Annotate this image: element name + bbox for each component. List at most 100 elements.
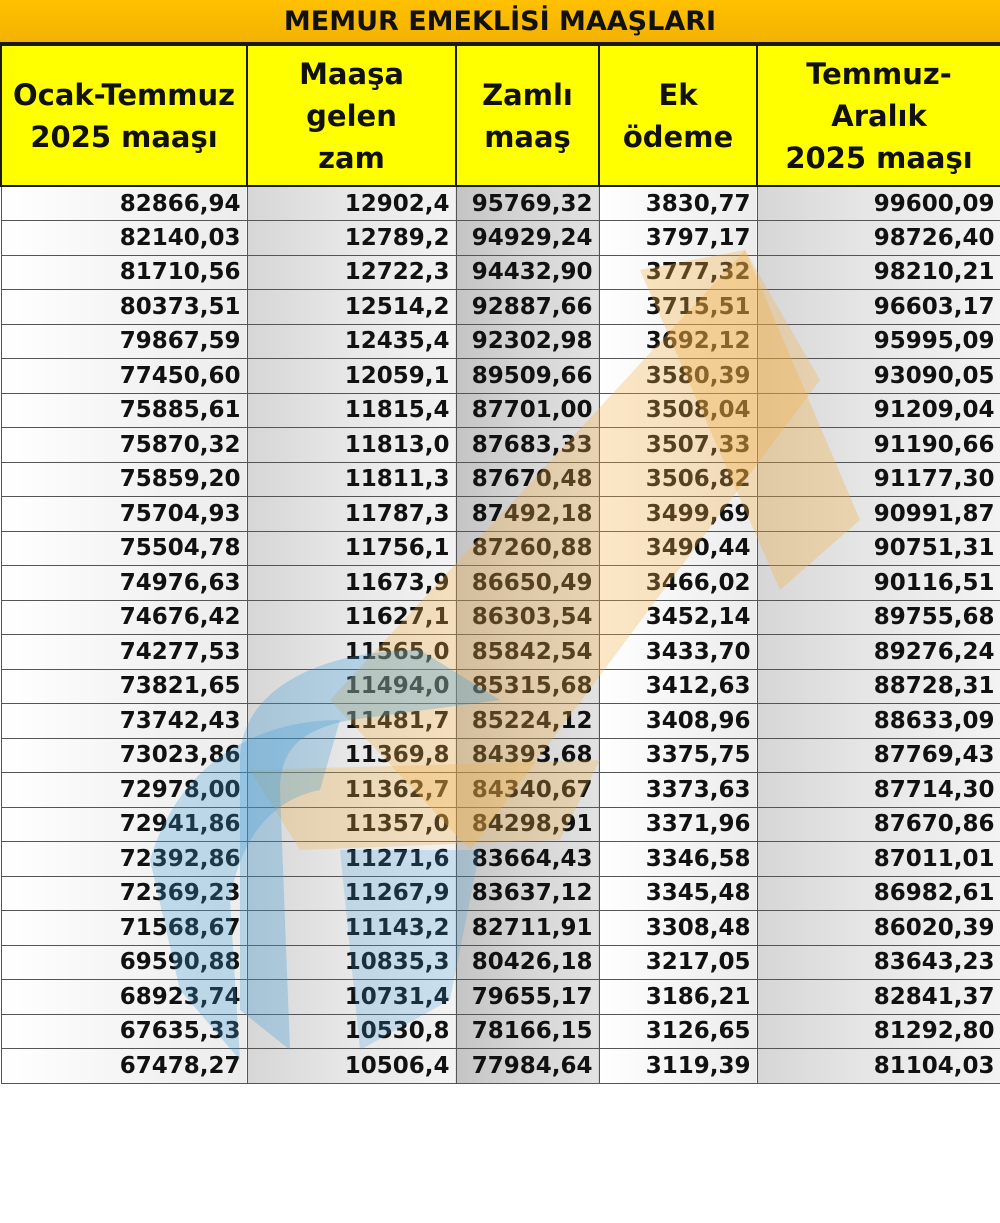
cell-zamli-maas: 85315,68: [455, 668, 600, 704]
cell-ocak-temmuz-maasi: 74277,53: [0, 634, 248, 670]
cell-temmuz-aralik-maasi: 90991,87: [756, 496, 1000, 532]
cell-ocak-temmuz-maasi: 71568,67: [0, 910, 248, 946]
cell-maasa-gelen-zam: 11494,0: [246, 668, 457, 704]
table-row: 75859,20 11811,3 87670,48 3506,82 91177,30: [0, 461, 1000, 497]
cell-ocak-temmuz-maasi: 75859,20: [0, 461, 248, 497]
cell-ocak-temmuz-maasi: 73023,86: [0, 737, 248, 773]
cell-ek-odeme: 3508,04: [598, 392, 758, 428]
table-row: 73742,43 11481,7 85224,12 3408,96 88633,09: [0, 703, 1000, 739]
header-ocak-temmuz: Ocak-Temmuz 2025 maaşı: [0, 44, 248, 187]
table-row: 72369,23 11267,9 83637,12 3345,48 86982,61: [0, 875, 1000, 911]
cell-zamli-maas: 85842,54: [455, 634, 600, 670]
cell-zamli-maas: 87492,18: [455, 496, 600, 532]
cell-zamli-maas: 83637,12: [455, 875, 600, 911]
cell-maasa-gelen-zam: 11271,6: [246, 841, 457, 877]
cell-ocak-temmuz-maasi: 75870,32: [0, 427, 248, 463]
cell-zamli-maas: 92887,66: [455, 289, 600, 325]
cell-zamli-maas: 87670,48: [455, 461, 600, 497]
cell-maasa-gelen-zam: 10530,8: [246, 1013, 457, 1049]
cell-zamli-maas: 94432,90: [455, 254, 600, 290]
cell-zamli-maas: 80426,18: [455, 944, 600, 980]
cell-ocak-temmuz-maasi: 72369,23: [0, 875, 248, 911]
cell-temmuz-aralik-maasi: 90751,31: [756, 530, 1000, 566]
table-row: 69590,88 10835,3 80426,18 3217,05 83643,23: [0, 944, 1000, 980]
cell-maasa-gelen-zam: 11813,0: [246, 427, 457, 463]
table-title: MEMUR EMEKLİSİ MAAŞLARI: [0, 0, 1000, 44]
table-row: 75885,61 11815,4 87701,00 3508,04 91209,04: [0, 392, 1000, 428]
cell-temmuz-aralik-maasi: 87714,30: [756, 772, 1000, 808]
cell-temmuz-aralik-maasi: 95995,09: [756, 323, 1000, 359]
header-temmuz-aralik: Temmuz-Aralık 2025 maaşı: [756, 44, 1000, 187]
header-row: Ocak-Temmuz 2025 maaşı Maaşa gelen zam Z…: [0, 44, 1000, 187]
cell-ek-odeme: 3580,39: [598, 358, 758, 394]
cell-zamli-maas: 87683,33: [455, 427, 600, 463]
cell-ocak-temmuz-maasi: 72392,86: [0, 841, 248, 877]
cell-ek-odeme: 3797,17: [598, 220, 758, 256]
table-row: 82866,94 12902,4 95769,32 3830,77 99600,09: [0, 185, 1000, 221]
cell-maasa-gelen-zam: 11143,2: [246, 910, 457, 946]
cell-ek-odeme: 3433,70: [598, 634, 758, 670]
table-row: 82140,03 12789,2 94929,24 3797,17 98726,40: [0, 220, 1000, 256]
cell-ek-odeme: 3412,63: [598, 668, 758, 704]
cell-maasa-gelen-zam: 11811,3: [246, 461, 457, 497]
table-row: 68923,74 10731,4 79655,17 3186,21 82841,37: [0, 979, 1000, 1015]
cell-maasa-gelen-zam: 12902,4: [246, 185, 457, 221]
table-row: 72392,86 11271,6 83664,43 3346,58 87011,01: [0, 841, 1000, 877]
cell-ek-odeme: 3345,48: [598, 875, 758, 911]
cell-ocak-temmuz-maasi: 69590,88: [0, 944, 248, 980]
cell-temmuz-aralik-maasi: 91177,30: [756, 461, 1000, 497]
cell-maasa-gelen-zam: 12059,1: [246, 358, 457, 394]
cell-temmuz-aralik-maasi: 91209,04: [756, 392, 1000, 428]
cell-ocak-temmuz-maasi: 82866,94: [0, 185, 248, 221]
cell-temmuz-aralik-maasi: 83643,23: [756, 944, 1000, 980]
cell-maasa-gelen-zam: 12722,3: [246, 254, 457, 290]
cell-ek-odeme: 3126,65: [598, 1013, 758, 1049]
cell-temmuz-aralik-maasi: 98726,40: [756, 220, 1000, 256]
table-row: 75504,78 11756,1 87260,88 3490,44 90751,31: [0, 530, 1000, 566]
cell-temmuz-aralik-maasi: 99600,09: [756, 185, 1000, 221]
cell-temmuz-aralik-maasi: 86020,39: [756, 910, 1000, 946]
cell-ek-odeme: 3777,32: [598, 254, 758, 290]
table-row: 67635,33 10530,8 78166,15 3126,65 81292,80: [0, 1013, 1000, 1049]
cell-temmuz-aralik-maasi: 93090,05: [756, 358, 1000, 394]
cell-zamli-maas: 89509,66: [455, 358, 600, 394]
cell-temmuz-aralik-maasi: 88633,09: [756, 703, 1000, 739]
cell-ek-odeme: 3371,96: [598, 806, 758, 842]
cell-ek-odeme: 3715,51: [598, 289, 758, 325]
cell-ek-odeme: 3452,14: [598, 599, 758, 635]
cell-ocak-temmuz-maasi: 67478,27: [0, 1048, 248, 1084]
cell-ek-odeme: 3308,48: [598, 910, 758, 946]
cell-maasa-gelen-zam: 11369,8: [246, 737, 457, 773]
cell-maasa-gelen-zam: 11787,3: [246, 496, 457, 532]
cell-zamli-maas: 83664,43: [455, 841, 600, 877]
cell-ek-odeme: 3506,82: [598, 461, 758, 497]
cell-maasa-gelen-zam: 11481,7: [246, 703, 457, 739]
cell-maasa-gelen-zam: 11815,4: [246, 392, 457, 428]
cell-ocak-temmuz-maasi: 79867,59: [0, 323, 248, 359]
cell-ek-odeme: 3186,21: [598, 979, 758, 1015]
cell-temmuz-aralik-maasi: 87769,43: [756, 737, 1000, 773]
table-row: 75704,93 11787,3 87492,18 3499,69 90991,87: [0, 496, 1000, 532]
cell-zamli-maas: 82711,91: [455, 910, 600, 946]
cell-maasa-gelen-zam: 10731,4: [246, 979, 457, 1015]
cell-ocak-temmuz-maasi: 75885,61: [0, 392, 248, 428]
table-row: 73821,65 11494,0 85315,68 3412,63 88728,31: [0, 668, 1000, 704]
cell-ek-odeme: 3507,33: [598, 427, 758, 463]
cell-ocak-temmuz-maasi: 75704,93: [0, 496, 248, 532]
cell-ek-odeme: 3490,44: [598, 530, 758, 566]
cell-maasa-gelen-zam: 11627,1: [246, 599, 457, 635]
cell-ocak-temmuz-maasi: 68923,74: [0, 979, 248, 1015]
table-row: 72978,00 11362,7 84340,67 3373,63 87714,30: [0, 772, 1000, 808]
cell-maasa-gelen-zam: 11565,0: [246, 634, 457, 670]
cell-temmuz-aralik-maasi: 90116,51: [756, 565, 1000, 601]
cell-zamli-maas: 85224,12: [455, 703, 600, 739]
cell-ek-odeme: 3373,63: [598, 772, 758, 808]
header-zamli-maas: Zamlı maaş: [455, 44, 600, 187]
table-row: 74277,53 11565,0 85842,54 3433,70 89276,24: [0, 634, 1000, 670]
cell-temmuz-aralik-maasi: 91190,66: [756, 427, 1000, 463]
cell-ek-odeme: 3346,58: [598, 841, 758, 877]
cell-zamli-maas: 78166,15: [455, 1013, 600, 1049]
header-maasa-gelen-zam: Maaşa gelen zam: [246, 44, 457, 187]
table-row: 74676,42 11627,1 86303,54 3452,14 89755,68: [0, 599, 1000, 635]
